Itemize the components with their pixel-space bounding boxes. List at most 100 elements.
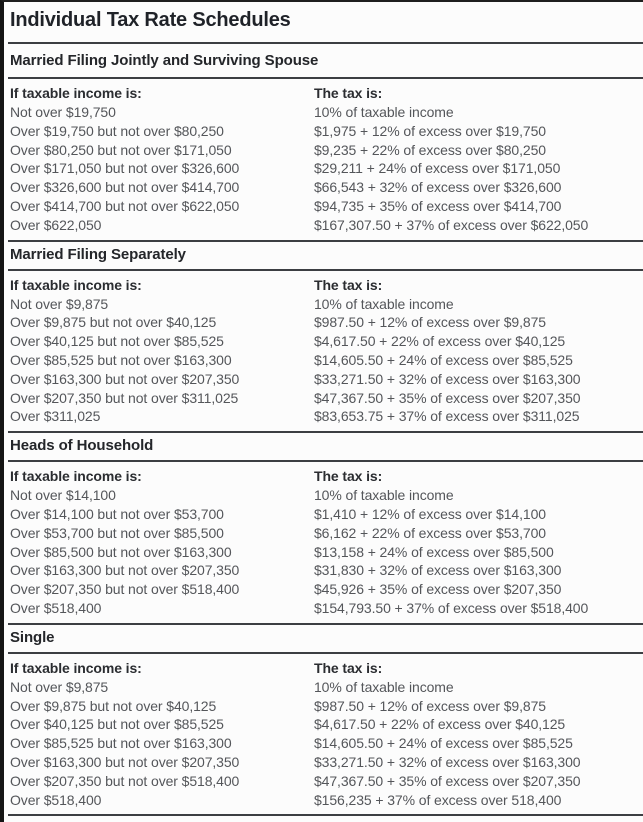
tax-cell: $1,410 + 12% of excess over $14,100 (314, 505, 546, 522)
table-row: Over $311,025 $83,653.75 + 37% of excess… (4, 407, 643, 426)
tax-cell: $47,367.50 + 35% of excess over $207,350 (314, 389, 581, 406)
income-cell: Over $326,600 but not over $414,700 (10, 179, 240, 196)
tax-cell: 10% of taxable income (314, 678, 454, 695)
section-title: Heads of Household (10, 437, 154, 455)
tax-column-header: The tax is: (314, 85, 383, 101)
income-cell: Not over $9,875 (10, 678, 109, 695)
table-row: Over $207,350 but not over $518,400 $45,… (4, 580, 643, 599)
table-row: Over $85,525 but not over $163,300 $14,6… (4, 351, 643, 370)
income-cell: Over $163,300 but not over $207,350 (10, 753, 240, 770)
section-title: Married Filing Jointly and Surviving Spo… (10, 52, 319, 69)
tax-cell: $4,617.50 + 22% of excess over $40,125 (314, 333, 566, 350)
tax-column-header: The tax is: (314, 659, 383, 676)
divider (8, 460, 643, 463)
table-row: Over $9,875 but not over $40,125 $987.50… (4, 313, 643, 332)
tax-cell: 10% of taxable income (314, 104, 454, 120)
table-header-row: If taxable income is: The tax is: (4, 659, 643, 678)
table-row: Over $163,300 but not over $207,350 $31,… (4, 561, 643, 580)
table-row: Over $207,350 but not over $518,400 $47,… (4, 772, 643, 791)
income-cell: Not over $19,750 (10, 104, 116, 120)
table-row: Over $518,400 $154,793.50 + 37% of exces… (4, 599, 643, 618)
tax-cell: $14,605.50 + 24% of excess over $85,525 (314, 351, 573, 368)
income-cell: Not over $14,100 (10, 487, 116, 504)
income-cell: Not over $9,875 (10, 295, 109, 312)
tax-cell: $14,605.50 + 24% of excess over $85,525 (314, 735, 573, 752)
tax-table: If taxable income is: The tax is: Not ov… (4, 462, 643, 623)
table-row: Over $80,250 but not over $171,050 $9,23… (4, 141, 643, 160)
table-row: Over $171,050 but not over $326,600 $29,… (4, 159, 643, 178)
income-cell: Over $207,350 but not over $311,025 (10, 389, 239, 406)
tax-cell: $33,271.50 + 32% of excess over $163,300 (314, 370, 581, 387)
tax-cell: 10% of taxable income (314, 295, 454, 312)
schedule-section-single: Single If taxable income is: The tax is:… (4, 625, 643, 817)
schedule-section-heads-of-household: Heads of Household If taxable income is:… (4, 433, 643, 625)
table-row: Over $207,350 but not over $311,025 $47,… (4, 389, 643, 408)
tax-cell: $33,271.50 + 32% of excess over $163,300 (314, 753, 581, 770)
tax-cell: $83,653.75 + 37% of excess over $311,025 (314, 408, 580, 425)
table-row: Over $53,700 but not over $85,500 $6,162… (4, 524, 643, 543)
tax-table: If taxable income is: The tax is: Not ov… (4, 79, 643, 240)
income-cell: Over $85,500 but not over $163,300 (10, 543, 232, 560)
table-row: Over $326,600 but not over $414,700 $66,… (4, 178, 643, 197)
income-cell: Over $518,400 (10, 599, 102, 616)
income-cell: Over $518,400 (10, 791, 102, 808)
income-cell: Over $163,300 but not over $207,350 (10, 370, 240, 387)
divider (8, 77, 643, 79)
divider (8, 814, 643, 817)
table-row: Not over $14,100 10% of taxable income (4, 486, 643, 505)
tax-cell: $6,162 + 22% of excess over $53,700 (314, 524, 546, 541)
income-cell: Over $85,525 but not over $163,300 (10, 735, 232, 752)
income-cell: Over $311,025 (10, 408, 101, 425)
income-cell: Over $414,700 but not over $622,050 (10, 197, 240, 214)
income-column-header: If taxable income is: (10, 85, 142, 101)
table-row: Over $518,400 $156,235 + 37% of excess o… (4, 791, 643, 810)
income-cell: Over $9,875 but not over $40,125 (10, 697, 217, 714)
tax-cell: $13,158 + 24% of excess over $85,500 (314, 543, 554, 560)
income-cell: Over $53,700 but not over $85,500 (10, 524, 224, 541)
table-row: Over $14,100 but not over $53,700 $1,410… (4, 505, 643, 524)
tax-column-header: The tax is: (314, 276, 383, 293)
table-row: Not over $9,875 10% of taxable income (4, 295, 643, 314)
table-row: Over $163,300 but not over $207,350 $33,… (4, 370, 643, 389)
tax-cell: $1,975 + 12% of excess over $19,750 (314, 122, 546, 139)
table-header-row: If taxable income is: The tax is: (4, 467, 643, 486)
income-cell: Over $171,050 but not over $326,600 (10, 160, 240, 177)
tax-cell: $9,235 + 22% of excess over $80,250 (314, 141, 546, 158)
table-row: Over $40,125 but not over $85,525 $4,617… (4, 715, 643, 734)
schedule-section-married-filing-separately: Married Filing Separately If taxable inc… (4, 242, 643, 434)
divider (8, 268, 643, 271)
tax-cell: $156,235 + 37% of excess over 518,400 (314, 791, 562, 808)
table-row: Over $622,050 $167,307.50 + 37% of exces… (4, 216, 643, 235)
income-cell: Over $9,875 but not over $40,125 (10, 314, 217, 331)
table-row: Over $163,300 but not over $207,350 $33,… (4, 753, 643, 772)
table-row: Over $85,500 but not over $163,300 $13,1… (4, 543, 643, 562)
divider (8, 622, 643, 625)
table-row: Not over $9,875 10% of taxable income (4, 678, 643, 697)
tax-cell: $167,307.50 + 37% of excess over $622,05… (314, 216, 589, 233)
tax-table: If taxable income is: The tax is: Not ov… (4, 271, 643, 432)
tax-cell: $31,830 + 32% of excess over $163,300 (314, 562, 562, 579)
tax-cell: $154,793.50 + 37% of excess over $518,40… (314, 599, 589, 616)
table-row: Over $414,700 but not over $622,050 $94,… (4, 197, 643, 216)
table-row: Over $85,525 but not over $163,300 $14,6… (4, 734, 643, 753)
tax-column-header: The tax is: (314, 468, 383, 485)
table-row: Over $9,875 but not over $40,125 $987.50… (4, 697, 643, 716)
income-cell: Over $40,125 but not over $85,525 (10, 333, 224, 350)
table-row: Not over $19,750 10% of taxable income (4, 103, 643, 122)
schedule-section-married-filing-jointly: Married Filing Jointly and Surviving Spo… (4, 44, 643, 242)
income-column-header: If taxable income is: (10, 659, 142, 676)
income-cell: Over $80,250 but not over $171,050 (10, 141, 232, 158)
tax-cell: $47,367.50 + 35% of excess over $207,350 (314, 772, 581, 789)
income-cell: Over $207,350 but not over $518,400 (10, 581, 240, 598)
income-cell: Over $622,050 (10, 216, 102, 233)
tax-cell: $94,735 + 35% of excess over $414,700 (314, 197, 562, 214)
income-column-header: If taxable income is: (10, 276, 142, 293)
income-cell: Over $207,350 but not over $518,400 (10, 772, 240, 789)
income-cell: Over $85,525 but not over $163,300 (10, 351, 232, 368)
tax-table: If taxable income is: The tax is: Not ov… (4, 654, 643, 815)
section-title: Married Filing Separately (10, 245, 186, 263)
tax-cell: 10% of taxable income (314, 487, 454, 504)
tax-cell: $29,211 + 24% of excess over $171,050 (314, 160, 561, 177)
divider (8, 42, 643, 44)
